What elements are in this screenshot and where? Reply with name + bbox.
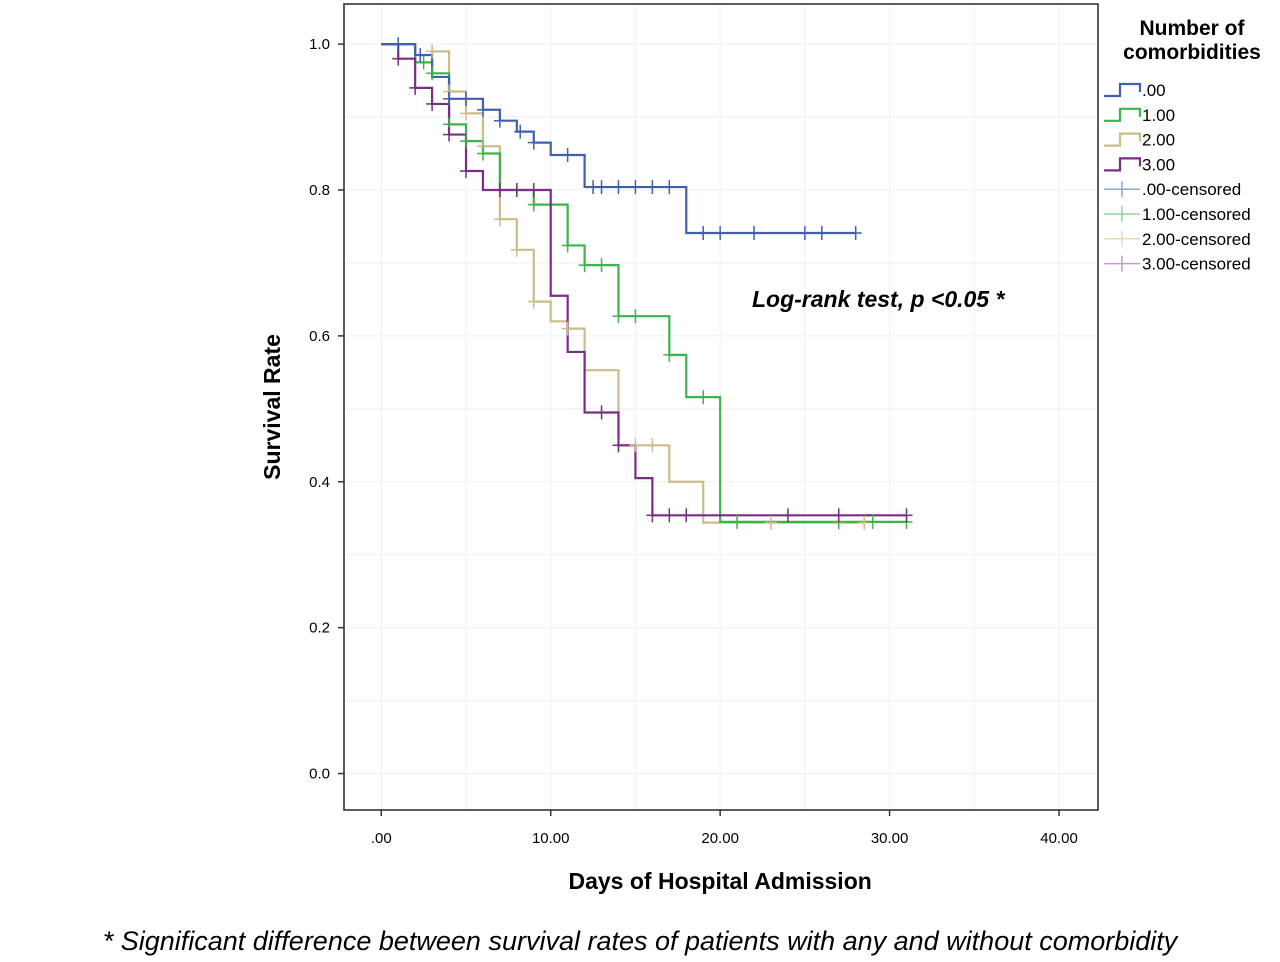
- censor-marks: [392, 37, 913, 530]
- legend-label: 3.00-censored: [1142, 255, 1251, 274]
- y-tick-label: 0.2: [309, 620, 330, 637]
- log-rank-annotation: Log-rank test, p <0.05 *: [752, 286, 1005, 312]
- survival-line-2: [381, 43, 865, 524]
- legend-label: 1.00: [1142, 106, 1175, 125]
- survival-line-0: [381, 43, 856, 235]
- legend-label: .00-censored: [1142, 180, 1241, 199]
- legend-label: 3.00: [1142, 155, 1175, 174]
- footnote: * Significant difference between surviva…: [102, 926, 1178, 956]
- legend-label: 2.00: [1142, 131, 1175, 150]
- legend-label: .00: [1142, 81, 1166, 100]
- survival-line-1: [381, 43, 907, 523]
- legend: Number of comorbidities .00 1.00 2.00 3.00 .0…: [1104, 17, 1261, 274]
- y-tick-label: 1.0: [309, 36, 330, 53]
- y-axis-title: Survival Rate: [259, 334, 285, 480]
- y-tick-label: 0.8: [309, 182, 330, 199]
- legend-title-line: comorbidities: [1123, 41, 1261, 64]
- legend-swatch-line: [1104, 107, 1142, 122]
- plot-frame: [343, 3, 1099, 811]
- series-lines: [381, 43, 907, 524]
- y-tick-label: 0.0: [309, 766, 330, 783]
- legend-swatch-line: [1104, 157, 1142, 172]
- legend-title: Number of comorbidities: [1123, 17, 1261, 64]
- x-tick-label: 30.00: [871, 830, 909, 847]
- y-tick-label: 0.6: [309, 328, 330, 345]
- x-tick-label: .00: [371, 830, 392, 847]
- y-tick-label: 0.4: [309, 474, 330, 491]
- legend-label: 1.00-censored: [1142, 205, 1251, 224]
- legend-swatch-line: [1104, 82, 1142, 98]
- legend-swatch-line: [1104, 132, 1142, 147]
- x-axis-title: Days of Hospital Admission: [568, 868, 871, 894]
- survival-chart: .00 10.00 20.00 30.00 40.00 0.0 0.2 0.4 0.6 0.8 1.…: [259, 3, 1261, 894]
- x-tick-label: 20.00: [701, 830, 739, 847]
- legend-label: 2.00-censored: [1142, 230, 1251, 249]
- x-tick-label: 10.00: [532, 830, 570, 847]
- x-tick-label: 40.00: [1040, 830, 1078, 847]
- legend-title-line: Number of: [1140, 17, 1246, 40]
- axes: .00 10.00 20.00 30.00 40.00 0.0 0.2 0.4 0.6 0.8 1.…: [309, 36, 1078, 847]
